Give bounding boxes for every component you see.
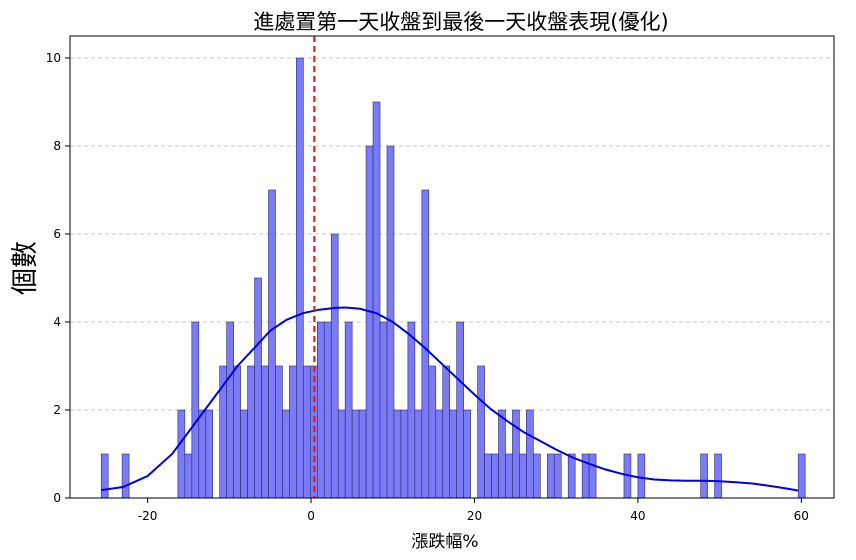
- histogram-bar: [407, 321, 416, 499]
- x-tick-label: 40: [630, 509, 645, 523]
- histogram-bar: [330, 233, 339, 499]
- histogram-bar: [449, 409, 457, 499]
- histogram-bar: [435, 409, 444, 499]
- histogram-bar: [526, 409, 534, 499]
- histogram-bar: [553, 453, 562, 499]
- histogram-bar: [797, 453, 806, 499]
- histogram-bar: [365, 145, 374, 499]
- y-tick-label: 0: [53, 491, 61, 505]
- histogram-bar: [498, 409, 506, 499]
- x-axis-ticks: -20 0 20 40 60: [138, 498, 809, 523]
- histogram-bar: [477, 365, 485, 499]
- histogram-bar: [198, 409, 207, 499]
- kde-curve: [100, 306, 799, 492]
- histogram-bar: [316, 321, 325, 499]
- histogram-bar: [177, 409, 186, 499]
- histogram-bar: [393, 409, 402, 499]
- histogram-bar: [714, 453, 722, 499]
- histogram-bar: [463, 409, 471, 499]
- histogram-bar: [484, 453, 492, 499]
- y-tick-label: 4: [53, 315, 61, 329]
- histogram-bar: [456, 321, 464, 499]
- histogram-bar: [184, 453, 193, 499]
- y-tick-label: 6: [53, 227, 61, 241]
- histogram-bar: [588, 453, 597, 499]
- chart-title: 進處置第一天收盤到最後一天收盤表現(優化): [253, 10, 668, 34]
- histogram-bar: [261, 365, 269, 499]
- histogram-bar: [282, 409, 290, 499]
- histogram-bar: [428, 365, 437, 499]
- histogram-bar: [491, 453, 499, 499]
- histogram-bar: [546, 453, 555, 499]
- histogram-bar: [421, 189, 430, 499]
- histogram-bar: [567, 453, 576, 499]
- histogram-bar: [533, 453, 541, 499]
- histogram-bar: [289, 365, 297, 499]
- histogram-bar: [303, 365, 311, 499]
- y-axis-label: 個數: [10, 241, 41, 295]
- histogram-bar: [240, 409, 248, 499]
- x-tick-label: 20: [467, 509, 482, 523]
- histogram-bar: [637, 453, 646, 499]
- histogram-bar: [275, 365, 283, 499]
- histogram-bar: [205, 409, 214, 499]
- y-tick-label: 10: [46, 51, 61, 65]
- histogram-bar: [512, 409, 520, 499]
- histogram-bar: [344, 321, 353, 499]
- histogram-bar: [505, 453, 513, 499]
- histogram-bar: [191, 321, 200, 499]
- histogram-bar: [296, 57, 304, 499]
- histogram-bar: [254, 277, 262, 499]
- histogram-bar: [323, 321, 332, 499]
- histogram-bar: [519, 453, 527, 499]
- x-tick-label: -20: [138, 509, 158, 523]
- histogram-bar: [100, 453, 109, 499]
- histogram-bar: [700, 453, 708, 499]
- histogram-bar: [247, 365, 255, 499]
- x-tick-label: 60: [794, 509, 809, 523]
- histogram-bar: [379, 321, 388, 499]
- plot-frame: [69, 35, 835, 499]
- histogram-bar: [351, 409, 360, 499]
- histogram-bar: [233, 365, 241, 499]
- y-tick-label: 8: [53, 139, 61, 153]
- histogram-bar: [414, 409, 423, 499]
- x-axis-label: 漲跌幅%: [411, 532, 478, 552]
- histogram-bar: [121, 453, 130, 499]
- histogram-bar: [337, 409, 346, 499]
- histogram-bar: [268, 189, 276, 499]
- y-axis-ticks: 0 2 4 6 8 10: [46, 51, 70, 505]
- histogram-bar: [442, 365, 451, 499]
- x-tick-label: 0: [307, 509, 315, 523]
- y-tick-label: 2: [53, 403, 61, 417]
- histogram-bar: [358, 409, 367, 499]
- histogram-bar: [372, 101, 381, 499]
- histogram-bar: [226, 321, 234, 499]
- histogram-bar: [400, 409, 409, 499]
